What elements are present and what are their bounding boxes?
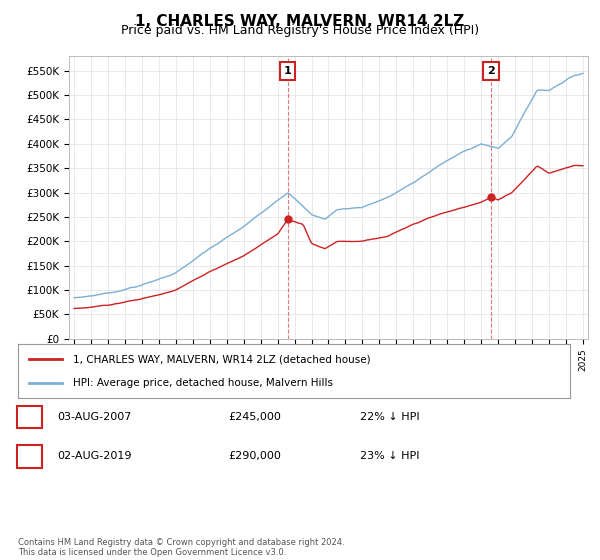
Text: 03-AUG-2007: 03-AUG-2007 <box>57 412 131 422</box>
Text: 22% ↓ HPI: 22% ↓ HPI <box>360 412 419 422</box>
Text: £290,000: £290,000 <box>228 451 281 461</box>
Text: HPI: Average price, detached house, Malvern Hills: HPI: Average price, detached house, Malv… <box>73 377 333 388</box>
Text: 1: 1 <box>284 66 292 76</box>
Text: 02-AUG-2019: 02-AUG-2019 <box>57 451 131 461</box>
Text: 1, CHARLES WAY, MALVERN, WR14 2LZ: 1, CHARLES WAY, MALVERN, WR14 2LZ <box>136 14 464 29</box>
Text: £245,000: £245,000 <box>228 412 281 422</box>
Text: 2: 2 <box>487 66 495 76</box>
Text: 1, CHARLES WAY, MALVERN, WR14 2LZ (detached house): 1, CHARLES WAY, MALVERN, WR14 2LZ (detac… <box>73 354 371 365</box>
Text: 1: 1 <box>25 410 34 424</box>
Text: Contains HM Land Registry data © Crown copyright and database right 2024.
This d: Contains HM Land Registry data © Crown c… <box>18 538 344 557</box>
Text: 23% ↓ HPI: 23% ↓ HPI <box>360 451 419 461</box>
Text: Price paid vs. HM Land Registry's House Price Index (HPI): Price paid vs. HM Land Registry's House … <box>121 24 479 37</box>
Text: 2: 2 <box>25 450 34 463</box>
